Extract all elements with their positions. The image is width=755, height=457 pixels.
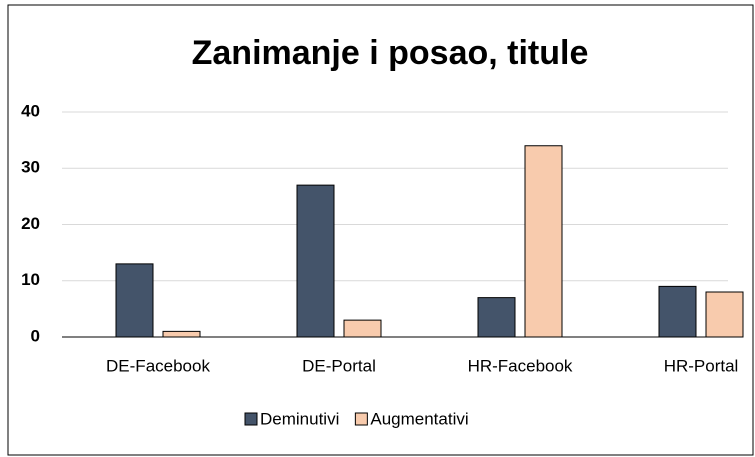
- y-tick-label: 0: [31, 326, 40, 345]
- legend-swatch: [354, 412, 368, 426]
- y-tick-label: 40: [21, 101, 40, 120]
- x-tick-label: HR-Facebook: [468, 356, 573, 375]
- legend-label: Deminutivi: [260, 409, 339, 428]
- bar: [343, 319, 382, 338]
- y-tick-label: 10: [21, 270, 40, 289]
- bar: [162, 330, 201, 338]
- bar: [477, 297, 516, 338]
- chart-border: [7, 4, 754, 456]
- legend-swatch: [244, 412, 258, 426]
- x-tick-label: DE-Portal: [302, 356, 376, 375]
- bar: [705, 291, 744, 338]
- bar: [115, 263, 154, 338]
- x-tick-label: DE-Facebook: [106, 356, 210, 375]
- bar: [524, 145, 563, 338]
- x-tick-label: HR-Portal: [664, 356, 739, 375]
- legend-label: Augmentativi: [370, 409, 468, 428]
- bar: [658, 285, 697, 338]
- bar: [296, 184, 335, 338]
- y-tick-label: 20: [21, 214, 40, 233]
- y-tick-label: 30: [21, 158, 40, 177]
- chart-title: Zanimanje i posao, titule: [192, 34, 589, 72]
